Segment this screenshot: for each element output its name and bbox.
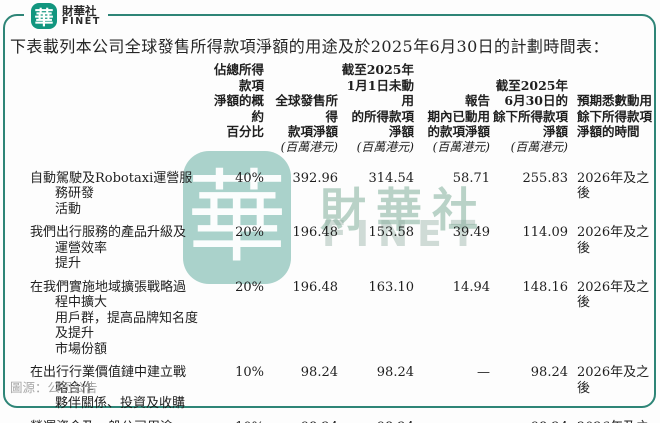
table-row: 在我們實施地域擴張戰略過程中擴大 用戶群，提高品牌知名度及提升 市場份額 20%… [8,280,652,366]
col-header-jun30: 截至2025年 6月30日的 餘下所得款項 淨額 (百萬港元) [490,62,568,171]
cell-pct: 10% [204,420,264,423]
cell-used: — [414,420,490,423]
cell-use: 我們出行服務的產品升級及運營效率 提升 [30,225,187,271]
cell-use: 營運資金及一般公司用途 [8,420,204,423]
cell-pct: 40% [235,170,264,186]
cell-timing: 2026年及之後 [577,279,650,311]
unit-label: (百萬港元) [432,139,490,154]
finet-logo-icon: 華 [31,3,57,29]
cell-pct: 10% [235,365,264,380]
cell-jun30: 98.24 [530,365,568,380]
unit-label: (百萬港元) [510,139,568,154]
cell-net: 98.24 [300,365,338,380]
header-row: 佔總所得款項 淨額的概約 百分比 全球發售所得 款項淨額 (百萬港元) 截至20… [8,62,652,171]
cell-timing: 2026年及之後 [577,170,650,202]
cell-net: 196.48 [292,225,339,240]
unit-spacer [204,140,264,155]
unit-spacer [568,140,652,155]
cell-jan1: 98.24 [338,420,414,423]
unit-label: (百萬港元) [280,139,338,154]
table-row: 我們出行服務的產品升級及運營效率 提升 20% 196.48 153.58 39… [8,225,652,280]
cell-timing: 2026年及之後 [577,365,650,396]
cell-used: 14.94 [452,279,490,295]
col-header-jan1: 截至2025年 1月1日未動用 的所得款項 淨額 (百萬港元) [338,62,414,171]
table-row: 自動駕駛及Robotaxi運營服務研發 活動 40% 392.96 314.54… [8,171,652,226]
cell-jun30: 98.24 [490,420,568,423]
logo-text: 財華社 FINET [62,5,101,27]
unit-label: (百萬港元) [356,139,414,154]
col-header-used: 報告 期內已動用 的款項淨額 (百萬港元) [414,62,490,171]
cell-timing: 2026年及之後 [577,225,650,256]
logo-name-en: FINET [62,16,101,28]
watermark-seal-icon: 華 [183,151,291,284]
col-header-net: 全球發售所得 款項淨額 (百萬港元) [264,62,338,171]
cell-use: 自動駕駛及Robotaxi運營服務研發 活動 [30,170,193,217]
col-header-use [8,62,204,171]
cell-used: — [477,365,490,380]
cell-used: 58.71 [452,170,490,186]
cell-jan1: 153.58 [368,225,415,240]
cell-use: 在我們實施地域擴張戰略過程中擴大 用戶群，提高品牌知名度及提升 市場份額 [30,279,199,357]
col-header-pct: 佔總所得款項 淨額的概約 百分比 [204,62,264,171]
cell-jan1: 163.10 [368,279,415,295]
cell-jan1: 98.24 [376,365,414,380]
watermark-glyph: 華 [187,158,287,276]
cell-used: 39.49 [452,225,490,240]
cell-jun30: 114.09 [522,225,569,240]
watermark-text-en: FINET [322,214,485,255]
cell-jan1: 314.54 [368,170,415,186]
cell-net: 98.24 [264,420,338,423]
table-row: 在出行行業價值鏈中建立戰略合作 夥伴關係、投資及收購 10% 98.24 98.… [8,365,652,420]
use-of-proceeds-table: 佔總所得款項 淨額的概約 百分比 全球發售所得 款項淨額 (百萬港元) 截至20… [8,62,652,423]
logo-glyph: 華 [34,6,54,29]
cell-jun30: 255.83 [522,170,569,186]
cell-pct: 20% [235,225,264,240]
cell-pct: 20% [235,279,264,295]
page-title: 下表載列本公司全球發售所得款項淨額的用途及於2025年6月30日的計劃時間表： [10,37,609,56]
col-header-timing: 預期悉數動用 餘下所得款項 淨額的時間 [568,62,652,171]
cell-net: 392.96 [292,170,339,186]
cell-net: 196.48 [292,279,339,295]
cell-timing: 2026年及之後 [568,420,652,423]
watermark-text-cn: 財華社 [320,183,488,237]
table-row: 營運資金及一般公司用途 10% 98.24 98.24 — 98.24 2026… [8,420,652,423]
source-caption: 圖源：公司公告 [10,380,98,395]
finet-logo: 華 財華社 FINET [24,1,108,31]
cell-jun30: 148.16 [522,279,569,295]
